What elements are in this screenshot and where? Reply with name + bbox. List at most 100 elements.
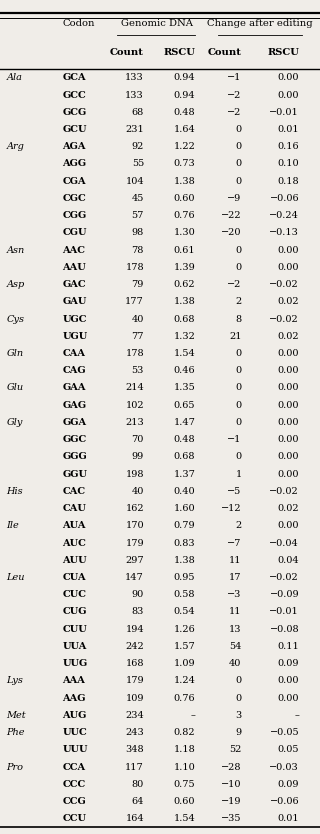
Text: 0.75: 0.75 xyxy=(173,780,195,789)
Text: CCC: CCC xyxy=(62,780,86,789)
Text: CGU: CGU xyxy=(62,229,87,238)
Text: 179: 179 xyxy=(125,539,144,548)
Text: 53: 53 xyxy=(132,366,144,375)
Text: 1.26: 1.26 xyxy=(173,625,195,634)
Text: 0.00: 0.00 xyxy=(278,400,299,409)
Text: −0.08: −0.08 xyxy=(269,625,299,634)
Text: CGG: CGG xyxy=(62,211,87,220)
Text: 90: 90 xyxy=(132,590,144,599)
Text: 1.24: 1.24 xyxy=(173,676,195,686)
Text: 83: 83 xyxy=(132,607,144,616)
Text: 1.32: 1.32 xyxy=(173,332,195,341)
Text: 0.10: 0.10 xyxy=(277,159,299,168)
Text: 0.00: 0.00 xyxy=(278,246,299,254)
Text: RSCU: RSCU xyxy=(163,48,195,57)
Text: −3: −3 xyxy=(227,590,242,599)
Text: 1.54: 1.54 xyxy=(173,814,195,823)
Text: 213: 213 xyxy=(125,418,144,427)
Text: 0.02: 0.02 xyxy=(277,298,299,306)
Text: −2: −2 xyxy=(227,108,242,117)
Text: 0.79: 0.79 xyxy=(173,521,195,530)
Text: −35: −35 xyxy=(221,814,242,823)
Text: 0: 0 xyxy=(236,246,242,254)
Text: −0.06: −0.06 xyxy=(269,797,299,806)
Text: CGA: CGA xyxy=(62,177,86,186)
Text: 0: 0 xyxy=(236,694,242,702)
Text: 147: 147 xyxy=(125,573,144,582)
Text: Count: Count xyxy=(110,48,144,57)
Text: 0.95: 0.95 xyxy=(174,573,195,582)
Text: Lys: Lys xyxy=(6,676,23,686)
Text: 1.47: 1.47 xyxy=(173,418,195,427)
Text: AUG: AUG xyxy=(62,711,87,720)
Text: CUU: CUU xyxy=(62,625,87,634)
Text: 0.02: 0.02 xyxy=(277,332,299,341)
Text: 0: 0 xyxy=(236,263,242,272)
Text: GAG: GAG xyxy=(62,400,86,409)
Text: 0.54: 0.54 xyxy=(173,607,195,616)
Text: 0.68: 0.68 xyxy=(174,314,195,324)
Text: Count: Count xyxy=(208,48,242,57)
Text: UUC: UUC xyxy=(62,728,87,737)
Text: GCG: GCG xyxy=(62,108,87,117)
Text: UGC: UGC xyxy=(62,314,87,324)
Text: −0.02: −0.02 xyxy=(269,573,299,582)
Text: 0: 0 xyxy=(236,143,242,151)
Text: 0: 0 xyxy=(236,159,242,168)
Text: GAA: GAA xyxy=(62,384,86,393)
Text: 109: 109 xyxy=(125,694,144,702)
Text: −0.24: −0.24 xyxy=(269,211,299,220)
Text: CCU: CCU xyxy=(62,814,86,823)
Text: CAA: CAA xyxy=(62,349,85,358)
Text: 198: 198 xyxy=(125,470,144,479)
Text: Gln: Gln xyxy=(6,349,24,358)
Text: 0.01: 0.01 xyxy=(277,125,299,134)
Text: Glu: Glu xyxy=(6,384,24,393)
Text: 1.64: 1.64 xyxy=(173,125,195,134)
Text: GGG: GGG xyxy=(62,452,87,461)
Text: −0.09: −0.09 xyxy=(269,590,299,599)
Text: 1.60: 1.60 xyxy=(173,504,195,513)
Text: −5: −5 xyxy=(227,487,242,496)
Text: 0.00: 0.00 xyxy=(278,418,299,427)
Text: 0: 0 xyxy=(236,366,242,375)
Text: CAU: CAU xyxy=(62,504,86,513)
Text: 0.05: 0.05 xyxy=(278,746,299,754)
Text: 92: 92 xyxy=(132,143,144,151)
Text: 194: 194 xyxy=(125,625,144,634)
Text: Arg: Arg xyxy=(6,143,24,151)
Text: CUA: CUA xyxy=(62,573,86,582)
Text: −9: −9 xyxy=(227,194,242,203)
Text: GGA: GGA xyxy=(62,418,86,427)
Text: 0.01: 0.01 xyxy=(277,814,299,823)
Text: 0.94: 0.94 xyxy=(173,91,195,99)
Text: 0.02: 0.02 xyxy=(277,504,299,513)
Text: AGG: AGG xyxy=(62,159,86,168)
Text: 0.00: 0.00 xyxy=(278,452,299,461)
Text: 0.83: 0.83 xyxy=(173,539,195,548)
Text: 78: 78 xyxy=(132,246,144,254)
Text: 104: 104 xyxy=(125,177,144,186)
Text: 214: 214 xyxy=(125,384,144,393)
Text: UUA: UUA xyxy=(62,642,87,651)
Text: 0: 0 xyxy=(236,349,242,358)
Text: AAG: AAG xyxy=(62,694,86,702)
Text: 11: 11 xyxy=(229,607,242,616)
Text: Ala: Ala xyxy=(6,73,22,83)
Text: Genomic DNA: Genomic DNA xyxy=(121,19,193,28)
Text: 0.62: 0.62 xyxy=(173,280,195,289)
Text: 40: 40 xyxy=(132,487,144,496)
Text: 40: 40 xyxy=(132,314,144,324)
Text: −28: −28 xyxy=(221,762,242,771)
Text: 0.58: 0.58 xyxy=(174,590,195,599)
Text: GGU: GGU xyxy=(62,470,87,479)
Text: 1.09: 1.09 xyxy=(173,659,195,668)
Text: 0.11: 0.11 xyxy=(277,642,299,651)
Text: 0: 0 xyxy=(236,452,242,461)
Text: 40: 40 xyxy=(229,659,242,668)
Text: 9: 9 xyxy=(236,728,242,737)
Text: −0.02: −0.02 xyxy=(269,487,299,496)
Text: 0.82: 0.82 xyxy=(173,728,195,737)
Text: 1.57: 1.57 xyxy=(173,642,195,651)
Text: 2: 2 xyxy=(235,521,242,530)
